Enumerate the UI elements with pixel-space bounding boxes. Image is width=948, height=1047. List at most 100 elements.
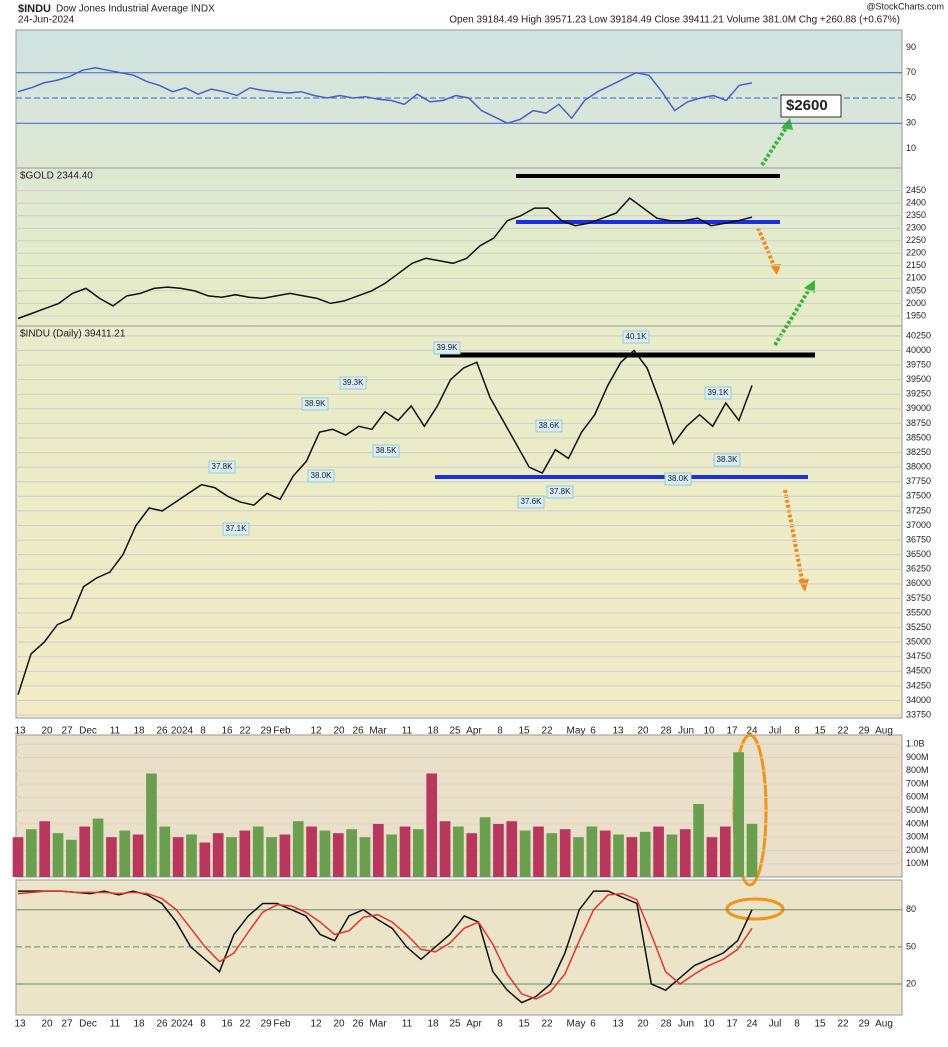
volume-bar bbox=[332, 833, 344, 877]
y-tick-label: 2150 bbox=[906, 260, 926, 270]
y-tick-label: 34250 bbox=[906, 680, 931, 690]
arrow-head bbox=[798, 579, 809, 592]
x-tick-label: Jul bbox=[769, 1019, 782, 1030]
x-tick-label: 13 bbox=[14, 1019, 26, 1030]
y-tick-label: 2350 bbox=[906, 210, 926, 220]
volume-bar bbox=[679, 829, 691, 877]
volume-bar bbox=[359, 837, 371, 877]
quote: Open 39184.49 High 39571.23 Low 39184.49… bbox=[449, 15, 900, 26]
volume-bar bbox=[66, 839, 77, 877]
arrow-head bbox=[804, 280, 815, 293]
y-tick-label: 2200 bbox=[906, 248, 926, 258]
x-tick-label: Jun bbox=[678, 1019, 694, 1030]
price-tag-box bbox=[622, 330, 650, 344]
volume-bar bbox=[52, 833, 64, 877]
y-tick-label: 2400 bbox=[906, 197, 926, 207]
x-tick-label: 24 bbox=[746, 1019, 758, 1030]
price-tag: 37.1K bbox=[226, 524, 248, 533]
x-tick-label: 28 bbox=[660, 1019, 672, 1030]
price-tag-box bbox=[704, 386, 732, 400]
x-tick-label: 22 bbox=[541, 1019, 553, 1030]
x-tick-label: 10 bbox=[703, 1019, 715, 1030]
highlight bbox=[725, 897, 785, 921]
x-tick-label: 8 bbox=[794, 726, 800, 737]
symbol-name: Dow Jones Industrial Average INDX bbox=[56, 4, 215, 15]
x-tick-label: 6 bbox=[590, 1019, 596, 1030]
series-label: $GOLD 2344.40 bbox=[20, 171, 93, 182]
x-tick-label: 26 bbox=[352, 1019, 364, 1030]
arrow-head bbox=[770, 264, 781, 275]
volume-bar bbox=[79, 826, 91, 877]
price-tag-box bbox=[372, 444, 400, 458]
price-tag: 37.8K bbox=[550, 487, 572, 496]
price-tag-box bbox=[433, 341, 461, 355]
x-tick-label: 20 bbox=[637, 726, 649, 737]
x-tick-label: 8 bbox=[497, 726, 503, 737]
volume-bar bbox=[266, 837, 277, 877]
y-tick-label: 38250 bbox=[906, 447, 931, 457]
x-tick-label: Feb bbox=[273, 1019, 291, 1030]
price-tag-box bbox=[713, 453, 741, 467]
x-tick-label: Apr bbox=[466, 1019, 482, 1030]
y-tick-label: 2450 bbox=[906, 185, 926, 195]
volume-bar bbox=[119, 830, 131, 877]
y-tick-label: 37750 bbox=[906, 476, 931, 486]
x-tick-label: 28 bbox=[660, 726, 672, 737]
price-tag: 39.1K bbox=[708, 388, 730, 397]
x-tick-label: 27 bbox=[61, 1019, 73, 1030]
x-tick-label: 29 bbox=[260, 1019, 272, 1030]
x-tick-label: 20 bbox=[333, 1019, 345, 1030]
y-tick-label: 36250 bbox=[906, 564, 931, 574]
x-tick-label: 16 bbox=[221, 1019, 233, 1030]
y-tick-label: 36000 bbox=[906, 578, 931, 588]
x-tick-label: 29 bbox=[858, 1019, 870, 1030]
x-tick-label: 13 bbox=[612, 726, 624, 737]
volume-bar bbox=[306, 826, 317, 877]
y-tick-label: 33750 bbox=[906, 709, 931, 719]
x-tick-label: Dec bbox=[79, 726, 97, 737]
volume-bar bbox=[599, 830, 611, 877]
x-tick-label: 17 bbox=[726, 1019, 738, 1030]
series-line bbox=[17, 890, 753, 1000]
y-tick-label: 40250 bbox=[906, 330, 931, 340]
y-tick-label: 600M bbox=[906, 792, 929, 802]
y-tick-label: 1950 bbox=[906, 310, 926, 320]
price-tag: 38.9K bbox=[305, 399, 327, 408]
y-tick-label: 30 bbox=[906, 118, 916, 128]
volume-bar bbox=[733, 752, 744, 877]
volume-bar bbox=[399, 826, 411, 877]
y-tick-label: 35750 bbox=[906, 593, 931, 603]
stoch-background bbox=[15, 879, 903, 1016]
x-tick-label: 12 bbox=[310, 1019, 322, 1030]
series-line bbox=[17, 197, 753, 320]
x-tick-label: 27 bbox=[61, 726, 73, 737]
volume-bar bbox=[106, 837, 117, 877]
volume-bar bbox=[413, 829, 424, 877]
x-tick-label: 8 bbox=[200, 1019, 206, 1030]
y-tick-label: 500M bbox=[906, 805, 929, 815]
volume-bar bbox=[693, 804, 704, 877]
x-tick-label: 12 bbox=[310, 726, 322, 737]
volume-bar bbox=[39, 821, 51, 877]
y-tick-label: 39500 bbox=[906, 374, 931, 384]
volume-bar bbox=[319, 830, 331, 877]
price-tag-box bbox=[208, 460, 236, 474]
volume-bar bbox=[573, 837, 584, 877]
volume-bar bbox=[533, 826, 544, 877]
volume-bar bbox=[559, 829, 571, 877]
volume-bar bbox=[172, 837, 184, 877]
x-tick-label: 22 bbox=[837, 726, 849, 737]
volume-bar bbox=[706, 837, 718, 877]
y-tick-label: 39250 bbox=[906, 389, 931, 399]
price-tag: 38.0K bbox=[668, 474, 690, 483]
volume-bar bbox=[186, 834, 197, 877]
price-tag: 39.3K bbox=[343, 378, 365, 387]
price-tag: 39.9K bbox=[437, 343, 459, 352]
volume-bar bbox=[546, 833, 558, 877]
price-tag-box bbox=[339, 376, 367, 390]
volume-bar bbox=[506, 821, 518, 877]
volume-bar bbox=[746, 823, 758, 877]
price-tag-box bbox=[535, 419, 563, 433]
y-tick-label: 37000 bbox=[906, 520, 931, 530]
x-tick-label: 15 bbox=[814, 726, 826, 737]
